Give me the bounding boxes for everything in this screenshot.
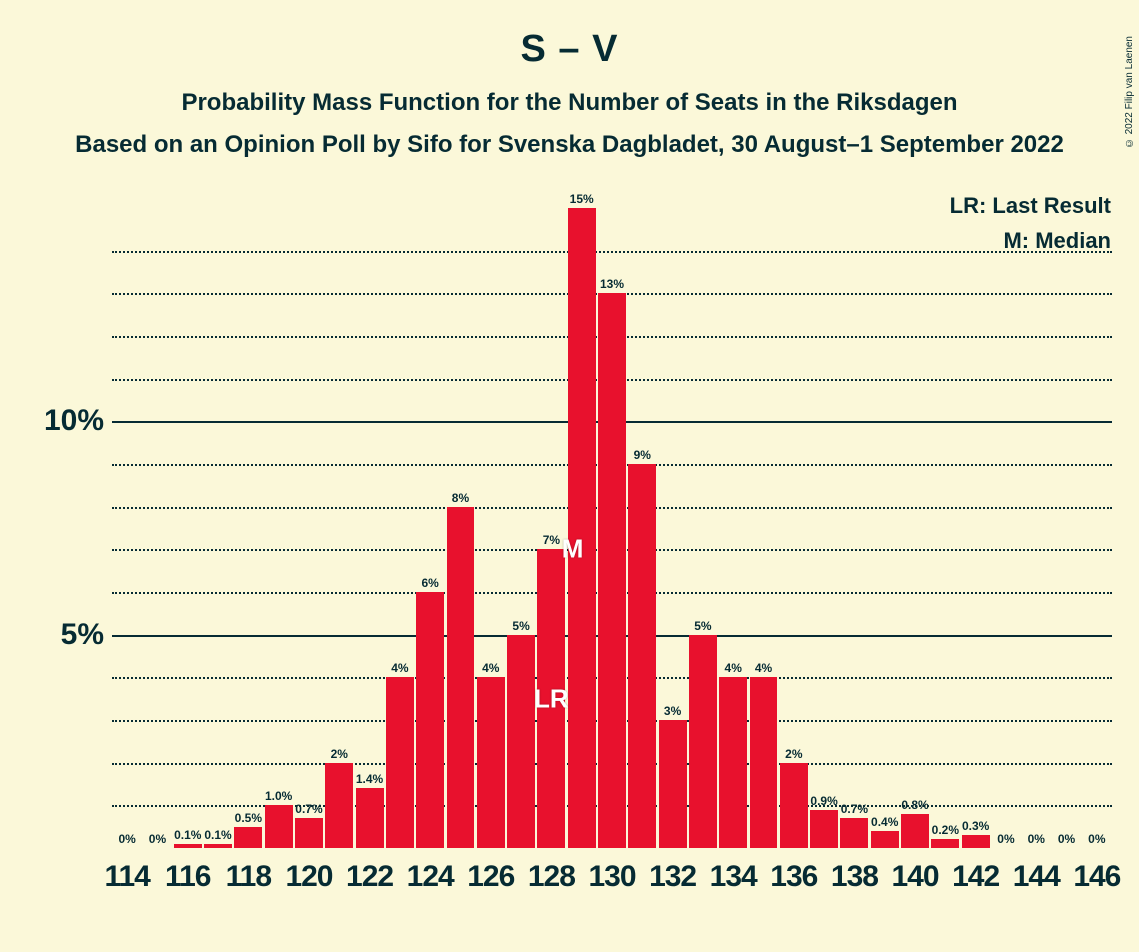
copyright-text: © 2022 Filip van Laenen [1124,36,1135,148]
bar-label: 2% [325,747,353,761]
bar-seat-132: 3% [659,720,687,848]
bar-label: 0.8% [901,798,929,812]
gridline [112,251,1112,253]
bar-label: 0.9% [810,794,838,808]
bar-label: 2% [780,747,808,761]
bar-seat-116: 0.1% [174,844,202,848]
bar-label: 0.4% [871,815,899,829]
bar-label: 0% [1053,832,1081,846]
bar-seat-126: 4% [477,677,505,848]
bar-seat-123: 4% [386,677,414,848]
bar-seat-131: 9% [628,464,656,848]
x-tick-label: 140 [891,860,938,894]
bar-label: 4% [719,661,747,675]
x-tick-label: 122 [346,860,393,894]
bar-seat-134: 4% [719,677,747,848]
bar-seat-142: 0.3% [962,835,990,848]
bar-label: 1.0% [265,789,293,803]
x-tick-label: 132 [649,860,696,894]
x-tick-label: 130 [588,860,635,894]
bar-label: 0% [113,832,141,846]
x-tick-label: 120 [285,860,332,894]
bar-seat-130: 13% [598,293,626,848]
bar-label: 0.1% [174,828,202,842]
bar-seat-124: 6% [416,592,444,848]
x-tick-label: 134 [710,860,757,894]
bar-label: 4% [750,661,778,675]
x-tick-label: 138 [831,860,878,894]
bar-label: 0% [1022,832,1050,846]
bar-label: 1.4% [356,772,384,786]
x-tick-label: 116 [165,860,210,894]
bar-label: 0.3% [962,819,990,833]
bar-label: 4% [477,661,505,675]
bar-label: 0.7% [295,802,323,816]
bar-label: 4% [386,661,414,675]
bar-seat-137: 0.9% [810,810,838,848]
bar-seat-117: 0.1% [204,844,232,848]
bar-label: 8% [447,491,475,505]
bar-seat-135: 4% [750,677,778,848]
bar-seat-125: 8% [447,507,475,848]
bar-seat-119: 1.0% [265,805,293,848]
x-tick-label: 126 [467,860,514,894]
bar-seat-118: 0.5% [234,827,262,848]
bar-seat-133: 5% [689,635,717,848]
x-tick-label: 144 [1013,860,1060,894]
chart-plot-area: 5%10%0%0%0.1%0.1%0.5%1.0%0.7%2%1.4%4%6%8… [112,208,1112,848]
marker-m: M [562,534,584,565]
bar-label: 13% [598,277,626,291]
bar-label: 0.2% [931,823,959,837]
x-tick-label: 142 [952,860,999,894]
x-tick-label: 128 [528,860,575,894]
bar-label: 9% [628,448,656,462]
bar-label: 5% [507,619,535,633]
chart-subtitle-1: Probability Mass Function for the Number… [0,89,1139,117]
bar-label: 6% [416,576,444,590]
bar-seat-136: 2% [780,763,808,848]
bar-label: 0% [992,832,1020,846]
bar-label: 3% [659,704,687,718]
bar-seat-129: 15% [568,208,596,848]
bar-seat-141: 0.2% [931,839,959,848]
bar-label: 0.5% [234,811,262,825]
bar-seat-140: 0.8% [901,814,929,848]
bar-seat-122: 1.4% [356,788,384,848]
y-tick-label: 5% [4,618,104,652]
x-tick-label: 136 [770,860,817,894]
chart-subtitle-2: Based on an Opinion Poll by Sifo for Sve… [0,131,1139,159]
bar-label: 0% [1083,832,1111,846]
chart-title: S – V [0,28,1139,71]
bar-label: 0% [144,832,172,846]
x-tick-label: 124 [407,860,454,894]
bar-label: 15% [568,192,596,206]
x-tick-label: 118 [226,860,271,894]
bar-seat-121: 2% [325,763,353,848]
x-tick-label: 146 [1073,860,1120,894]
bar-seat-127: 5% [507,635,535,848]
bar-seat-138: 0.7% [840,818,868,848]
bar-label: 5% [689,619,717,633]
bar-label: 0.7% [840,802,868,816]
marker-lr: LR [534,683,569,714]
bar-label: 0.1% [204,828,232,842]
bar-seat-120: 0.7% [295,818,323,848]
x-tick-label: 114 [104,860,149,894]
bar-seat-139: 0.4% [871,831,899,848]
y-tick-label: 10% [4,404,104,438]
